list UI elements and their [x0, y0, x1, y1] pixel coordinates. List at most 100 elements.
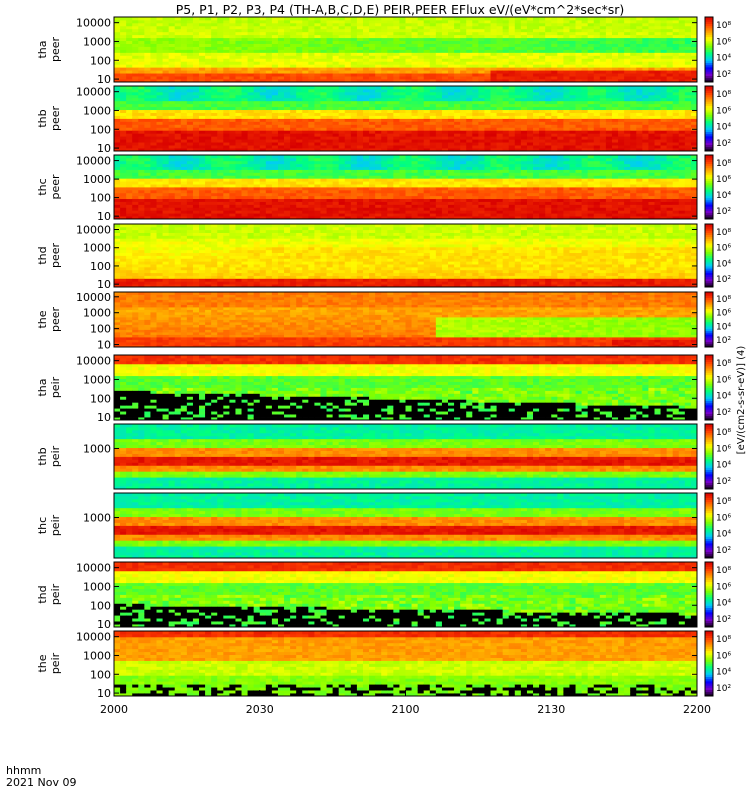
heatmap-cell — [266, 139, 272, 142]
heatmap-cell — [181, 104, 187, 107]
heatmap-cell — [260, 20, 266, 23]
heatmap-cell — [563, 32, 569, 35]
heatmap-cell — [357, 121, 363, 124]
heatmap-cell — [630, 70, 636, 73]
heatmap-cell — [211, 101, 217, 104]
heatmap-cell — [430, 47, 436, 50]
heatmap-cell — [551, 95, 557, 98]
heatmap-cell — [418, 119, 424, 122]
heatmap-cell — [679, 38, 685, 41]
heatmap-cell — [126, 20, 132, 23]
heatmap-cell — [612, 92, 618, 95]
heatmap-cell — [569, 20, 575, 23]
heatmap-cell — [308, 98, 314, 101]
heatmap-cell — [557, 145, 563, 148]
heatmap-cell — [454, 35, 460, 38]
heatmap-cell — [685, 124, 691, 127]
heatmap-cell — [497, 70, 503, 73]
heatmap-cell — [600, 58, 606, 61]
heatmap-cell — [290, 116, 296, 119]
heatmap-cell — [242, 202, 248, 205]
heatmap-cell — [114, 207, 120, 210]
heatmap-cell — [345, 89, 351, 92]
heatmap-cell — [387, 35, 393, 38]
heatmap-cell — [144, 55, 150, 58]
heatmap-cell — [351, 142, 357, 145]
heatmap-cell — [211, 196, 217, 199]
heatmap-cell — [254, 92, 260, 95]
heatmap-cell — [254, 89, 260, 92]
heatmap-cell — [576, 23, 582, 26]
heatmap-cell — [497, 50, 503, 53]
heatmap-cell — [199, 193, 205, 196]
heatmap-cell — [284, 193, 290, 196]
heatmap-cell — [533, 95, 539, 98]
heatmap-cell — [272, 64, 278, 67]
heatmap-cell — [563, 124, 569, 127]
heatmap-cell — [278, 44, 284, 47]
heatmap-cell — [600, 89, 606, 92]
heatmap-cell — [302, 133, 308, 136]
heatmap-cell — [339, 64, 345, 67]
heatmap-cell — [266, 175, 272, 178]
heatmap-cell — [491, 29, 497, 32]
heatmap-cell — [588, 52, 594, 55]
heatmap-cell — [363, 58, 369, 61]
heatmap-cell — [430, 26, 436, 29]
heatmap-cell — [497, 86, 503, 89]
heatmap-cell — [654, 136, 660, 139]
heatmap-cell — [648, 64, 654, 67]
heatmap-cell — [399, 98, 405, 101]
heatmap-cell — [472, 47, 478, 50]
heatmap-cell — [126, 130, 132, 133]
heatmap-cell — [436, 101, 442, 104]
heatmap-cell — [223, 76, 229, 79]
heatmap-cell — [229, 127, 235, 130]
heatmap-cell — [606, 130, 612, 133]
heatmap-cell — [418, 64, 424, 67]
heatmap-cell — [503, 110, 509, 113]
heatmap-cell — [327, 107, 333, 110]
heatmap-cell — [515, 104, 521, 107]
heatmap-cell — [533, 101, 539, 104]
heatmap-cell — [454, 52, 460, 55]
heatmap-cell — [302, 47, 308, 50]
heatmap-cell — [345, 35, 351, 38]
heatmap-cell — [539, 23, 545, 26]
heatmap-cell — [436, 130, 442, 133]
heatmap-cell — [150, 199, 156, 202]
heatmap-cell — [144, 178, 150, 181]
heatmap-cell — [430, 130, 436, 133]
heatmap-cell — [333, 98, 339, 101]
heatmap-cell — [497, 98, 503, 101]
heatmap-cell — [120, 41, 126, 44]
heatmap-cell — [527, 89, 533, 92]
heatmap-cell — [144, 95, 150, 98]
heatmap-cell — [314, 139, 320, 142]
heatmap-cell — [545, 58, 551, 61]
heatmap-cell — [654, 35, 660, 38]
heatmap-cell — [381, 145, 387, 148]
heatmap-cell — [472, 95, 478, 98]
heatmap-cell — [594, 38, 600, 41]
heatmap-cell — [582, 55, 588, 58]
heatmap-cell — [454, 64, 460, 67]
heatmap-cell — [327, 113, 333, 116]
heatmap-cell — [320, 44, 326, 47]
heatmap-cell — [339, 41, 345, 44]
heatmap-cell — [181, 95, 187, 98]
heatmap-cell — [150, 50, 156, 53]
heatmap-cell — [418, 116, 424, 119]
heatmap-cell — [533, 55, 539, 58]
heatmap-cell — [345, 101, 351, 104]
heatmap-cell — [132, 44, 138, 47]
heatmap-cell — [284, 50, 290, 53]
heatmap-cell — [114, 170, 120, 173]
heatmap-cell — [430, 124, 436, 127]
heatmap-cell — [254, 73, 260, 76]
heatmap-cell — [551, 41, 557, 44]
heatmap-cell — [132, 142, 138, 145]
heatmap-cell — [624, 73, 630, 76]
heatmap-cell — [545, 101, 551, 104]
heatmap-cell — [527, 52, 533, 55]
